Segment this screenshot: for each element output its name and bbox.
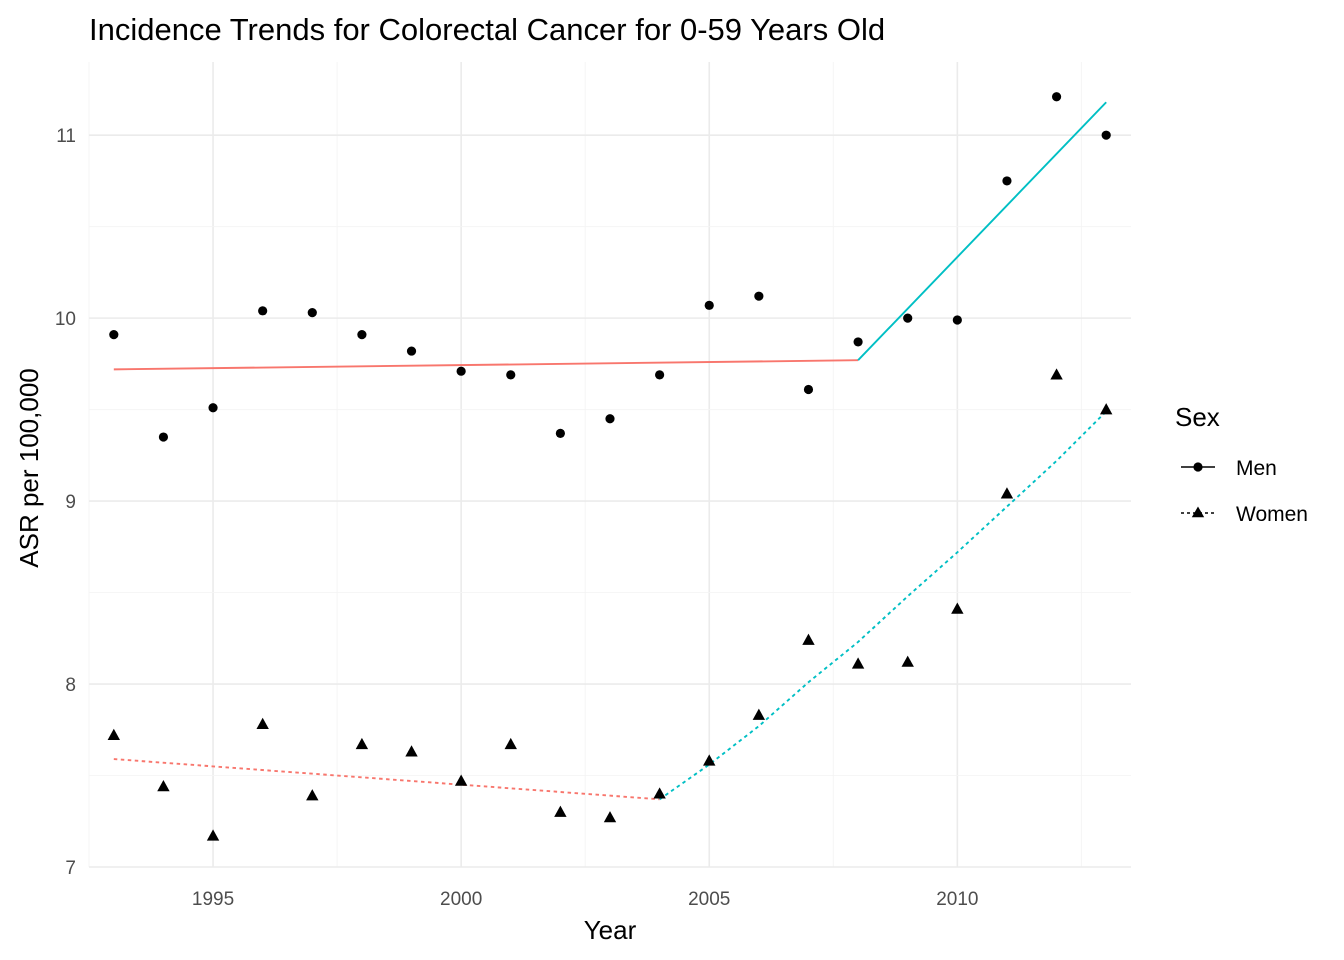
x-tick-label: 2010	[936, 889, 978, 910]
data-point-women	[603, 811, 617, 823]
data-point-men	[357, 330, 367, 340]
legend-key-triangle-women	[1191, 506, 1205, 518]
data-point-men	[307, 308, 317, 318]
data-point-women	[653, 787, 666, 799]
legend-entry-women: Women	[1181, 503, 1308, 526]
x-tick-label: 2000	[440, 889, 482, 910]
data-point-men	[1101, 130, 1111, 140]
data-point-women	[554, 805, 567, 817]
data-point-men	[506, 370, 516, 380]
data-point-men	[406, 346, 417, 356]
data-points	[107, 92, 1113, 841]
data-point-women	[752, 708, 766, 720]
y-tick-label: 11	[56, 126, 76, 147]
data-point-men	[1051, 92, 1062, 102]
data-point-women	[454, 774, 468, 786]
legend-label-men: Men	[1236, 457, 1277, 480]
data-point-women	[951, 602, 964, 614]
data-point-women	[851, 657, 865, 669]
data-point-women	[107, 728, 121, 740]
y-tick-labels: 7 8 9 10 11	[55, 126, 76, 879]
trend-lines	[113, 101, 1107, 801]
data-point-men	[754, 291, 764, 301]
data-point-men	[952, 315, 962, 325]
data-point-women	[901, 655, 914, 667]
data-point-women	[157, 780, 170, 792]
data-point-men	[853, 337, 863, 347]
data-point-women	[703, 754, 716, 766]
y-tick-label: 10	[55, 309, 76, 330]
y-axis-title: ASR per 100,000	[14, 368, 44, 567]
data-point-women	[1099, 403, 1113, 415]
data-point-men	[1002, 176, 1012, 186]
y-tick-label: 8	[65, 675, 76, 696]
data-point-women	[355, 737, 369, 750]
trend-line-men-second	[857, 101, 1107, 361]
trend-line-men-first	[113, 359, 859, 371]
data-point-women	[1000, 487, 1014, 499]
data-point-men	[555, 428, 565, 438]
data-point-women	[504, 737, 517, 750]
legend-key-circle-men	[1193, 462, 1203, 472]
legend-label-women: Women	[1236, 503, 1308, 526]
data-point-women	[1050, 368, 1063, 380]
x-tick-labels: 1995 2000 2005 2010	[192, 889, 979, 910]
data-point-men	[109, 330, 119, 340]
data-point-women	[405, 745, 418, 757]
y-tick-label: 9	[65, 492, 76, 513]
y-tick-label: 7	[65, 858, 76, 879]
chart-title: Incidence Trends for Colorectal Cancer f…	[89, 12, 885, 47]
data-point-men	[158, 432, 169, 442]
legend-entry-men: Men	[1181, 457, 1277, 480]
data-point-women	[802, 633, 815, 645]
x-axis-title: Year	[584, 915, 637, 945]
data-point-men	[803, 384, 814, 395]
data-point-men	[903, 313, 913, 323]
trend-line-women-first	[113, 758, 660, 801]
data-point-women	[306, 789, 319, 801]
data-point-men	[258, 306, 268, 316]
data-point-women	[256, 717, 269, 729]
data-point-women	[206, 829, 220, 841]
data-point-men	[655, 370, 665, 380]
legend-title: Sex	[1175, 402, 1220, 432]
x-tick-label: 1995	[192, 889, 234, 910]
trend-line-women-second	[659, 410, 1107, 801]
x-tick-label: 2005	[688, 889, 730, 910]
legend: Sex Men Women	[1175, 402, 1308, 526]
data-point-men	[605, 414, 615, 424]
grid	[88, 62, 1131, 868]
data-point-men	[208, 403, 218, 413]
data-point-men	[456, 366, 466, 376]
data-point-men	[704, 300, 714, 310]
